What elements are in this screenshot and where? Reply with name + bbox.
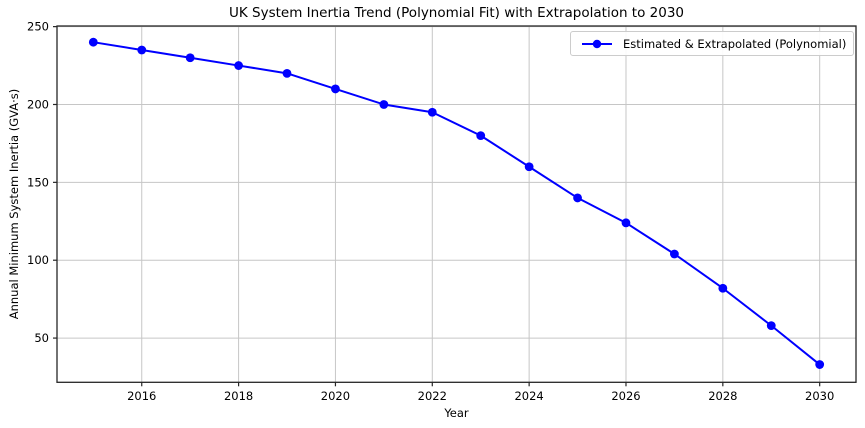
data-point bbox=[427, 107, 437, 117]
y-tick-label: 250 bbox=[27, 20, 49, 34]
data-point bbox=[621, 218, 631, 228]
data-point bbox=[88, 37, 98, 47]
legend-line-icon bbox=[582, 39, 612, 48]
y-axis-label: Annual Minimum System Inertia (GVA·s) bbox=[7, 88, 21, 320]
x-tick-label: 2020 bbox=[321, 389, 350, 403]
data-point bbox=[766, 321, 776, 331]
x-tick-label: 2018 bbox=[224, 389, 253, 403]
data-point bbox=[331, 84, 340, 94]
data-point bbox=[718, 283, 728, 293]
x-axis-label: Year bbox=[444, 406, 469, 420]
y-tick-label: 100 bbox=[27, 253, 49, 267]
data-point bbox=[670, 249, 679, 259]
data-point bbox=[815, 360, 825, 369]
x-tick-label: 2030 bbox=[805, 389, 834, 403]
series-line bbox=[92, 41, 821, 366]
legend: Estimated & Extrapolated (Polynomial) bbox=[570, 31, 854, 56]
x-tick-label: 2024 bbox=[514, 389, 543, 403]
data-point bbox=[379, 100, 389, 109]
data-point bbox=[234, 61, 243, 70]
x-tick-label: 2028 bbox=[708, 389, 737, 403]
data-point bbox=[282, 68, 292, 78]
y-tick-label: 200 bbox=[27, 97, 49, 111]
chart-title: UK System Inertia Trend (Polynomial Fit)… bbox=[228, 5, 684, 21]
x-tick-label: 2016 bbox=[127, 389, 156, 403]
data-point bbox=[476, 131, 486, 141]
axes-frame bbox=[56, 25, 857, 383]
x-tick-label: 2022 bbox=[418, 389, 447, 403]
data-point bbox=[137, 45, 147, 55]
x-tick-label: 2026 bbox=[611, 389, 640, 403]
y-tick-label: 50 bbox=[34, 331, 49, 345]
legend-label: Estimated & Extrapolated (Polynomial) bbox=[623, 36, 847, 51]
data-point bbox=[524, 162, 534, 172]
data-point bbox=[185, 53, 195, 63]
data-point bbox=[573, 193, 582, 203]
y-tick-label: 150 bbox=[27, 175, 49, 189]
